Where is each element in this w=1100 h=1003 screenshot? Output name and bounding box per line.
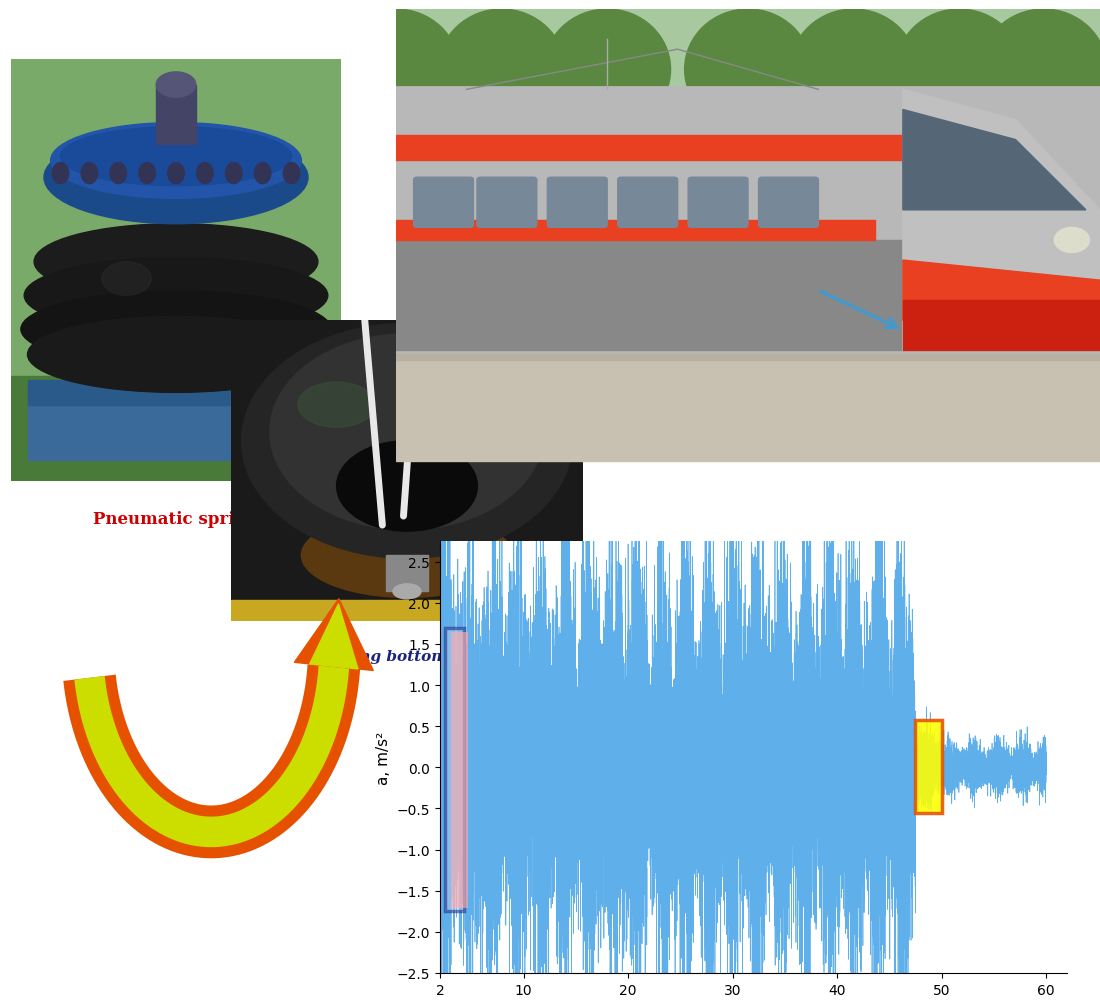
- Ellipse shape: [51, 123, 301, 200]
- Circle shape: [53, 163, 68, 185]
- Ellipse shape: [34, 225, 318, 300]
- Bar: [915, 720, 942, 812]
- Circle shape: [167, 163, 185, 185]
- Ellipse shape: [156, 73, 196, 98]
- Ellipse shape: [543, 10, 671, 130]
- FancyBboxPatch shape: [393, 87, 1100, 353]
- FancyBboxPatch shape: [477, 178, 537, 228]
- Bar: [396, 186, 1100, 461]
- Bar: [396, 331, 1100, 361]
- FancyBboxPatch shape: [689, 178, 748, 228]
- Text: Pneumatic spring: Pneumatic spring: [94, 511, 258, 528]
- Bar: [451, 632, 468, 907]
- FancyBboxPatch shape: [548, 178, 607, 228]
- Polygon shape: [295, 599, 373, 671]
- Bar: [11, 376, 341, 481]
- Ellipse shape: [790, 10, 917, 130]
- Circle shape: [81, 163, 98, 185]
- Polygon shape: [903, 261, 1100, 321]
- Bar: [386, 556, 428, 592]
- FancyBboxPatch shape: [618, 178, 678, 228]
- Text: Spring bottom view: Spring bottom view: [323, 649, 491, 663]
- Ellipse shape: [301, 514, 513, 598]
- Ellipse shape: [21, 292, 331, 368]
- Ellipse shape: [438, 10, 565, 130]
- Ellipse shape: [684, 10, 812, 130]
- Bar: [446, 628, 464, 912]
- Ellipse shape: [1054, 228, 1089, 253]
- Polygon shape: [903, 110, 1086, 211]
- Ellipse shape: [44, 131, 308, 225]
- Bar: [396, 221, 874, 241]
- Bar: [28, 380, 324, 405]
- Ellipse shape: [393, 584, 421, 599]
- Ellipse shape: [980, 10, 1100, 130]
- Polygon shape: [903, 90, 1100, 351]
- Ellipse shape: [337, 441, 477, 532]
- Ellipse shape: [101, 263, 152, 296]
- Bar: [156, 85, 196, 144]
- Ellipse shape: [28, 317, 324, 393]
- Bar: [231, 601, 583, 622]
- Bar: [903, 301, 1100, 351]
- Circle shape: [254, 163, 271, 185]
- Ellipse shape: [895, 10, 1023, 130]
- Bar: [396, 135, 959, 160]
- Circle shape: [139, 163, 155, 185]
- Circle shape: [284, 163, 299, 185]
- Bar: [396, 241, 903, 351]
- Ellipse shape: [24, 258, 328, 334]
- Bar: [28, 384, 324, 460]
- Circle shape: [110, 163, 126, 185]
- Ellipse shape: [270, 334, 544, 530]
- FancyBboxPatch shape: [414, 178, 473, 228]
- Y-axis label: a, m/s²: a, m/s²: [376, 730, 392, 784]
- Ellipse shape: [60, 127, 292, 187]
- Ellipse shape: [242, 324, 572, 559]
- FancyBboxPatch shape: [759, 178, 818, 228]
- Ellipse shape: [298, 382, 375, 427]
- Bar: [396, 10, 1100, 211]
- Ellipse shape: [418, 399, 481, 435]
- Circle shape: [197, 163, 213, 185]
- Ellipse shape: [332, 10, 460, 130]
- Polygon shape: [310, 605, 358, 669]
- Circle shape: [226, 163, 242, 185]
